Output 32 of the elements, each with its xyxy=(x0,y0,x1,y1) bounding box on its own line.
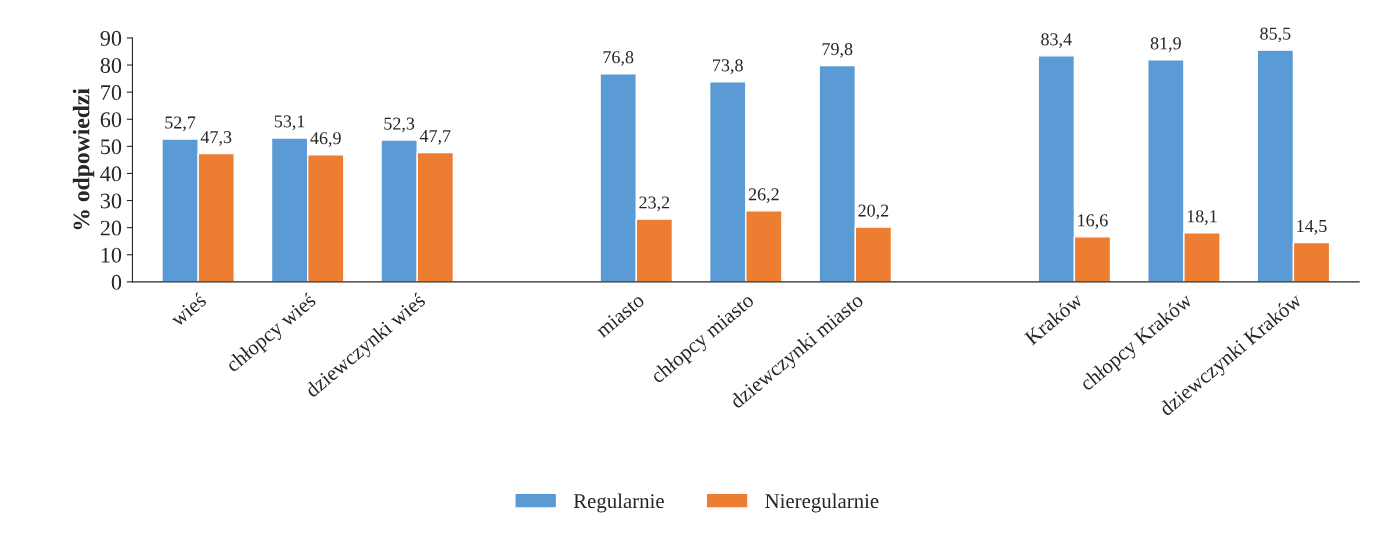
data-label: 85,5 xyxy=(1260,27,1291,43)
y-tick-label: 10 xyxy=(101,247,122,263)
data-label: 26,2 xyxy=(748,188,779,203)
y-tick-label: 90 xyxy=(100,30,122,46)
legend-label: Nieregularnie xyxy=(765,493,879,513)
y-tick-label: 50 xyxy=(101,139,122,155)
data-label: 47,7 xyxy=(419,130,451,145)
data-label: 47,3 xyxy=(200,131,232,146)
y-tick-label: 30 xyxy=(100,193,122,209)
y-tick-label: 60 xyxy=(100,112,122,128)
data-label: 52,7 xyxy=(165,116,196,132)
data-label: 52,3 xyxy=(384,117,415,133)
data-label: 23,2 xyxy=(639,196,670,212)
x-tick-label: wieś xyxy=(168,292,207,328)
data-label: 18,1 xyxy=(1187,210,1217,225)
data-label: 14,5 xyxy=(1297,220,1327,235)
y-axis-title: % odpowiedzi xyxy=(72,88,95,230)
data-label: 16,6 xyxy=(1078,214,1108,230)
data-label: 46,9 xyxy=(310,132,341,147)
data-label: 53,1 xyxy=(274,115,305,131)
data-label: 81,9 xyxy=(1150,37,1181,53)
data-label: 83,4 xyxy=(1041,33,1072,48)
legend-label: Regularnie xyxy=(573,493,664,513)
y-tick-label: 40 xyxy=(100,166,122,182)
y-tick-label: 80 xyxy=(100,57,122,73)
data-label: 20,2 xyxy=(858,204,889,220)
y-tick-label: 0 xyxy=(111,274,122,290)
y-tick-label: 70 xyxy=(101,85,122,101)
data-label: 76,8 xyxy=(603,51,634,66)
data-label: 79,8 xyxy=(822,42,853,58)
data-label: 73,8 xyxy=(713,59,743,74)
y-tick-label: 20 xyxy=(100,220,122,236)
